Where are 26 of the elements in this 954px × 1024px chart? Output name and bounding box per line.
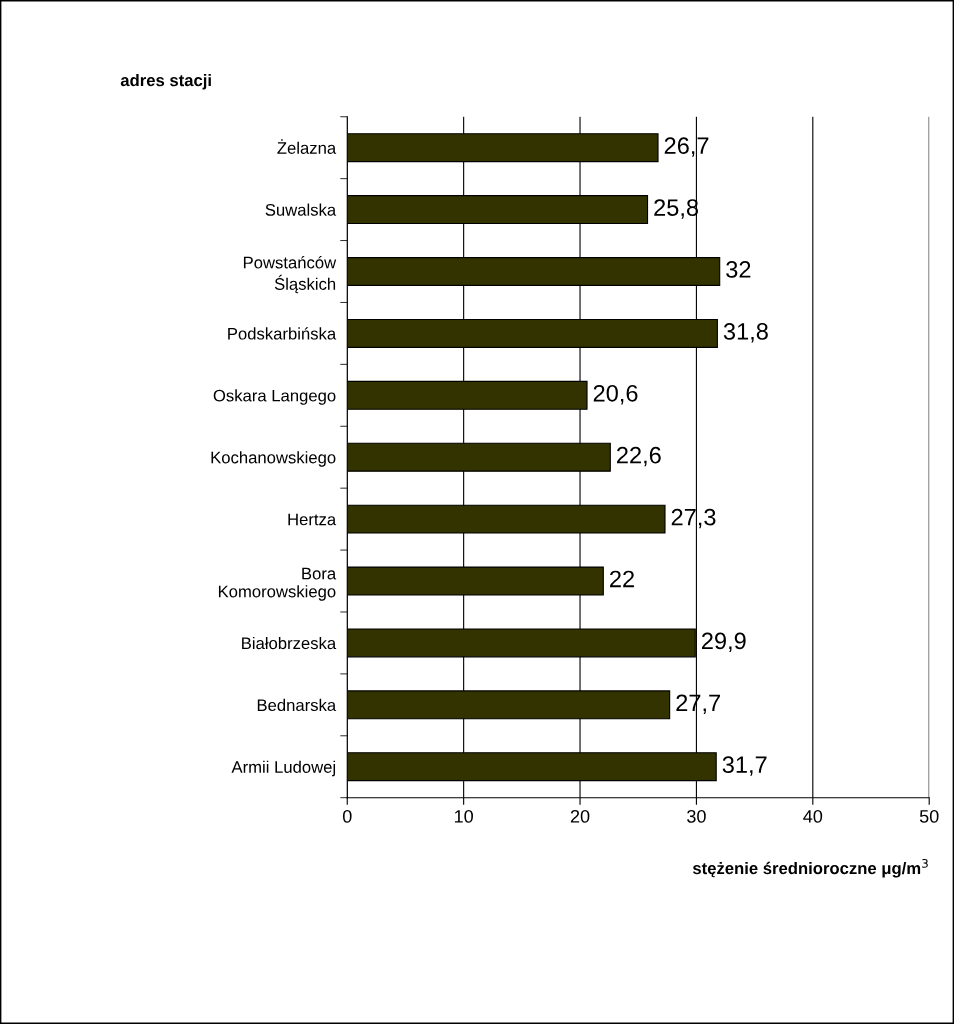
data-label: 29,9 [702,632,746,653]
x-tick-label: 40 [803,809,823,823]
x-tick-label: 10 [454,809,473,823]
y-axis-title: adres stacji [120,73,211,90]
y-tick-label: Oskara Langego [213,389,336,405]
data-label: 20,6 [593,384,638,405]
y-tick-label: Suwalska [265,203,337,216]
y-tick-label: Podskarbińska [228,327,337,340]
y-tick-label: Kochanowskiego [211,451,336,467]
y-tick-label: Hertza [288,513,337,526]
data-label: 22 [610,570,634,588]
x-tick-label: 0 [342,809,352,823]
data-label: 32 [726,261,751,278]
y-tick-label: Bora Komorowskiego [218,567,337,601]
y-tick-label: Białobrzeska [242,636,337,650]
y-tick-label: Powstańców Śląskich [243,256,337,294]
x-tick-label: 50 [919,809,939,823]
x-tick-label: 30 [687,809,706,823]
data-label: 31,7 [722,756,767,776]
y-tick-label: Żelazna [277,139,337,154]
data-label: 22,6 [617,446,661,467]
y-tick-label: Armii Ludowej [231,760,336,777]
y-tick-label: Bednarska [257,698,337,712]
x-axis-title: stężenie średnioroczne μg/m$^{3}$ [692,858,928,878]
data-label: 31,8 [723,323,768,343]
x-tick-label: 20 [570,809,590,823]
